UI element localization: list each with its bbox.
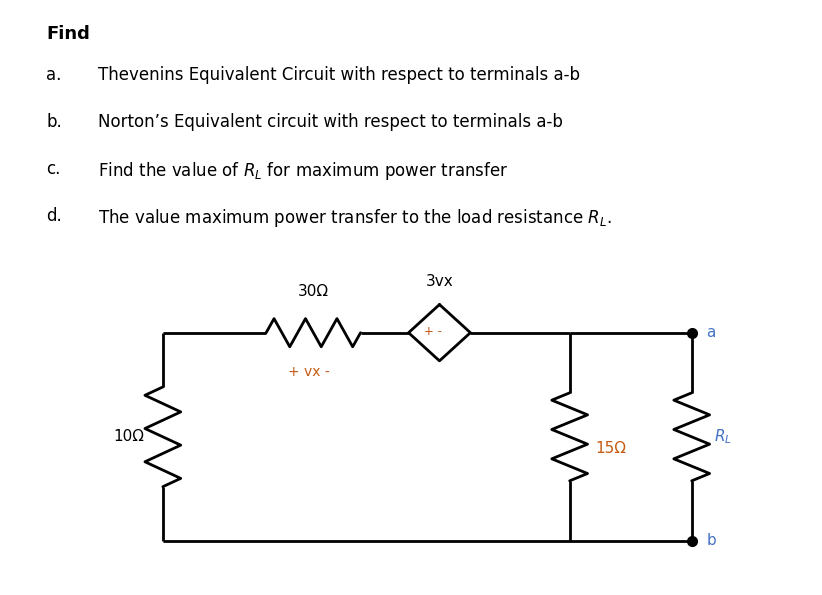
Text: 30Ω: 30Ω bbox=[298, 284, 329, 299]
Text: $R_L$: $R_L$ bbox=[714, 427, 732, 446]
Text: b: b bbox=[706, 534, 716, 549]
Text: + -: + - bbox=[424, 325, 442, 338]
Text: Norton’s Equivalent circuit with respect to terminals a-b: Norton’s Equivalent circuit with respect… bbox=[98, 112, 562, 131]
Text: a: a bbox=[706, 325, 716, 340]
Text: 10Ω: 10Ω bbox=[113, 430, 144, 444]
Text: 15Ω: 15Ω bbox=[596, 441, 626, 456]
Text: 3vx: 3vx bbox=[426, 274, 454, 289]
Text: b.: b. bbox=[47, 112, 62, 131]
Text: d.: d. bbox=[47, 206, 62, 224]
Text: Thevenins Equivalent Circuit with respect to terminals a-b: Thevenins Equivalent Circuit with respec… bbox=[98, 66, 580, 84]
Text: Find: Find bbox=[47, 25, 90, 43]
Text: Find the value of $R_L$ for maximum power transfer: Find the value of $R_L$ for maximum powe… bbox=[98, 159, 508, 181]
Text: a.: a. bbox=[47, 66, 62, 84]
Text: c.: c. bbox=[47, 159, 61, 178]
Text: + vx -: + vx - bbox=[289, 365, 330, 379]
Text: The value maximum power transfer to the load resistance $R_L$.: The value maximum power transfer to the … bbox=[98, 206, 612, 228]
